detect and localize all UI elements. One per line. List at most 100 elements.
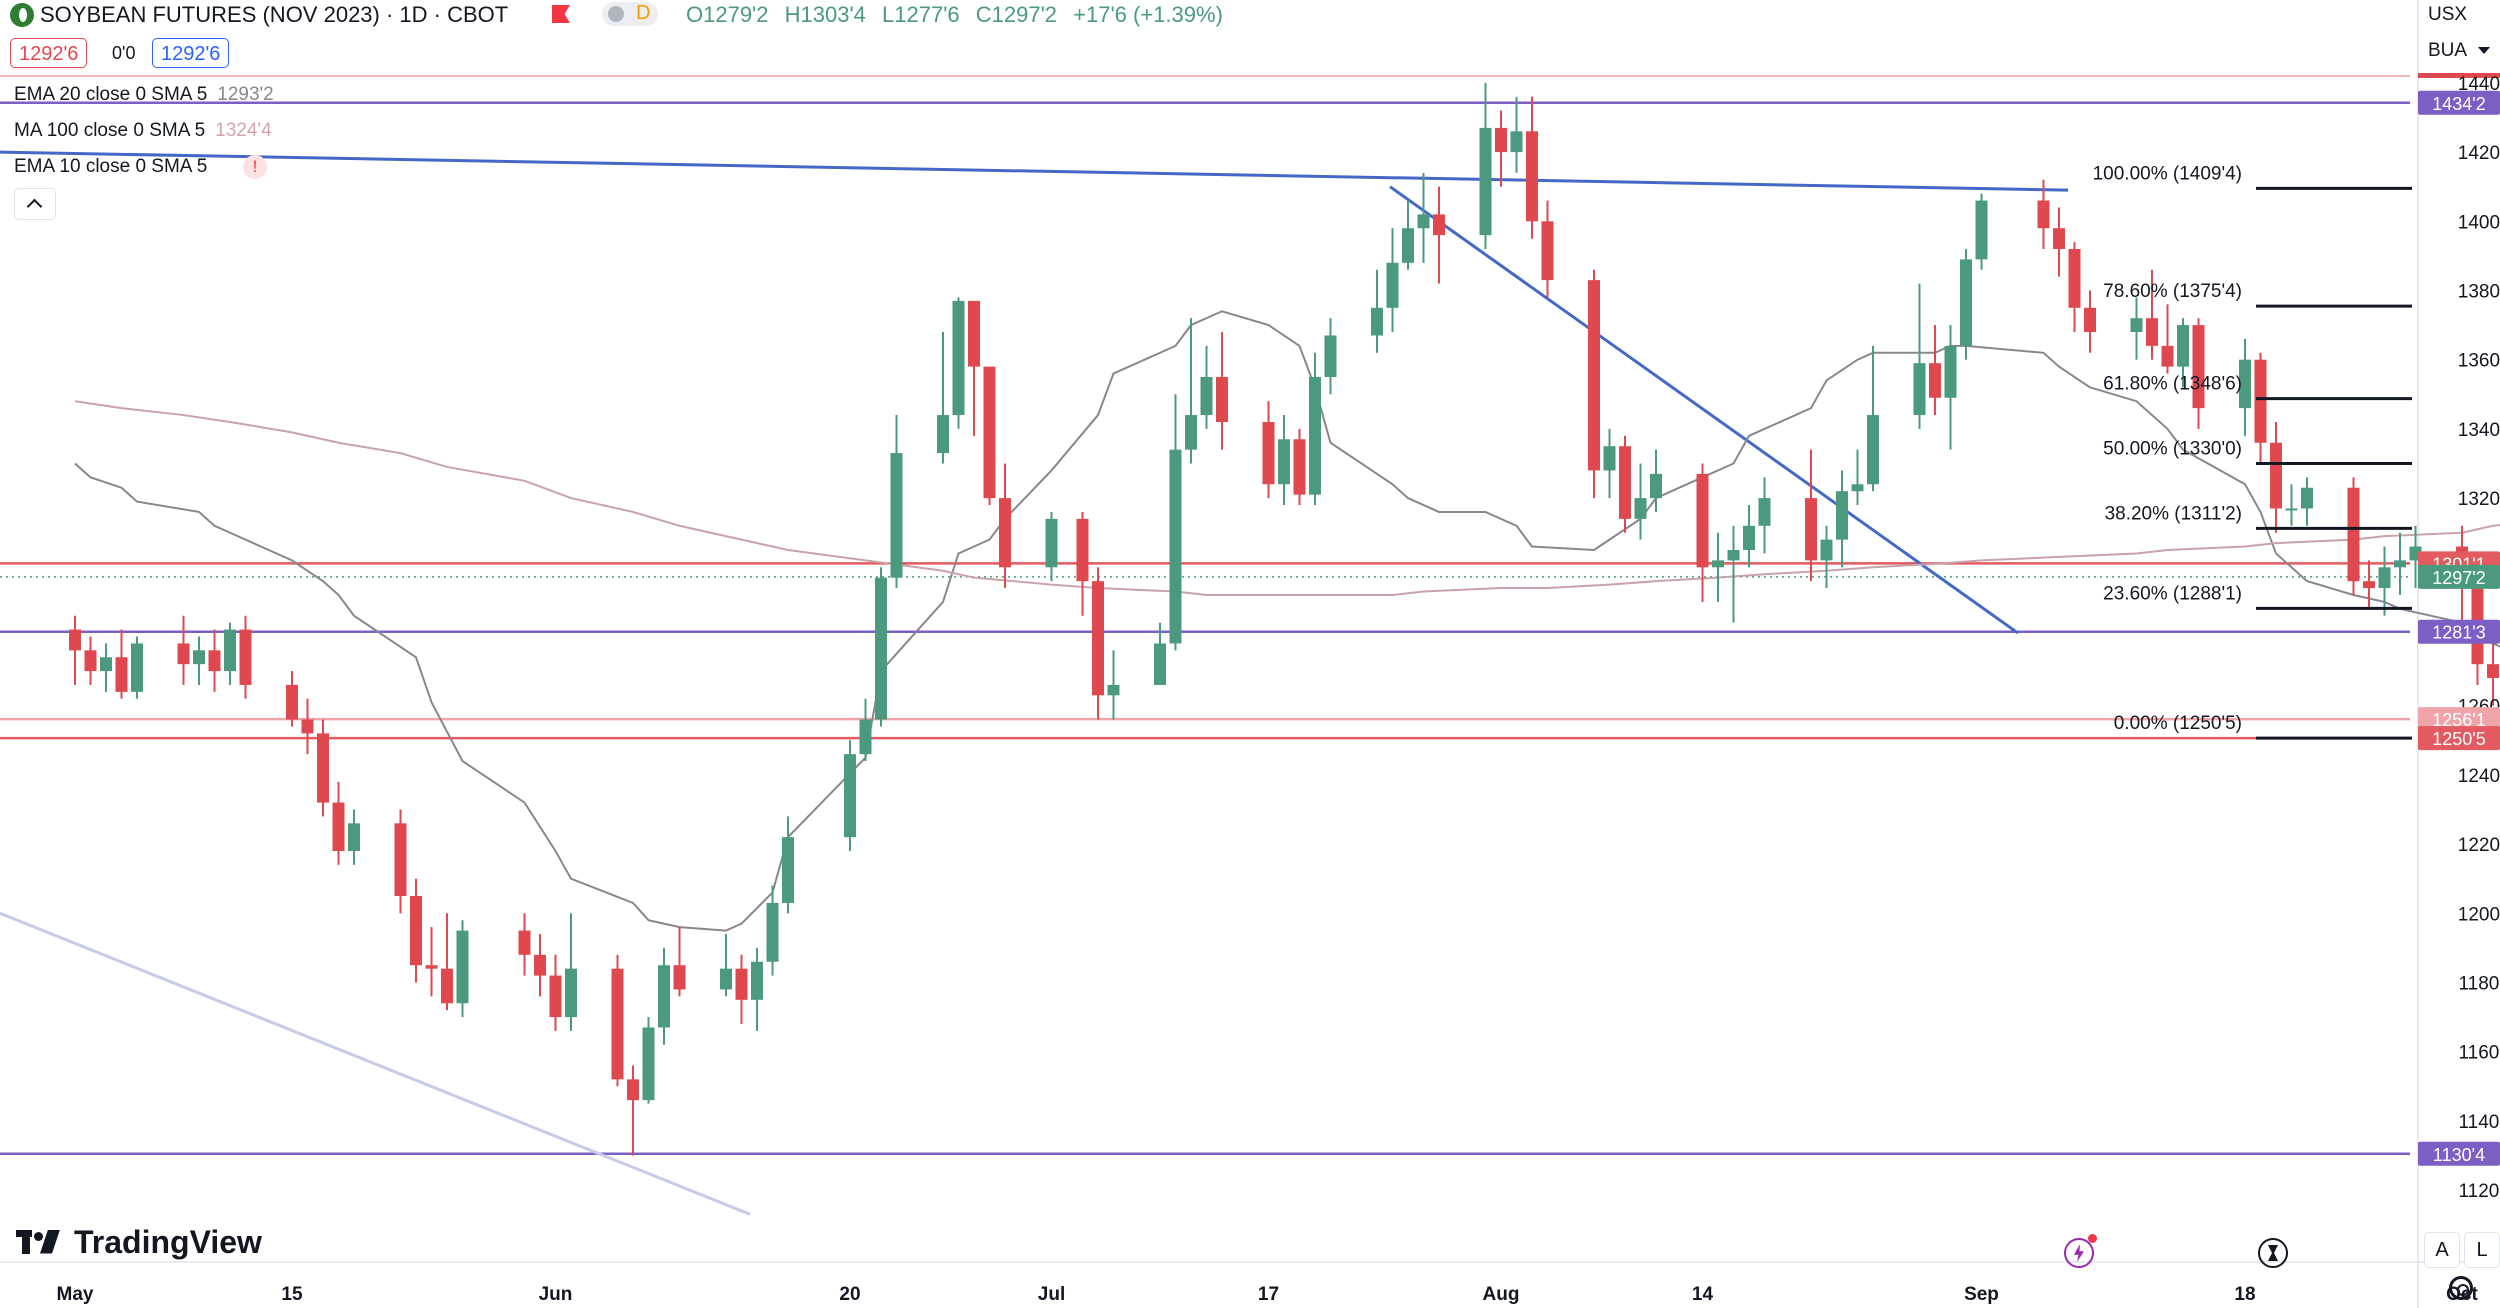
candle-body[interactable] (2363, 581, 2375, 589)
candle-body[interactable] (1092, 581, 1104, 696)
candle-body[interactable] (456, 930, 469, 1004)
candle-body[interactable] (2130, 318, 2143, 333)
candle-body[interactable] (534, 954, 546, 976)
candle-body[interactable] (518, 930, 531, 955)
candle-body[interactable] (2192, 325, 2205, 409)
indicator-ema10[interactable]: EMA 10 close 0 SMA 5 (14, 156, 207, 178)
candle-body[interactable] (286, 684, 298, 720)
candle-body[interactable] (410, 896, 422, 966)
candle-body[interactable] (2161, 345, 2174, 367)
candle-body[interactable] (1417, 214, 1430, 229)
candle-body[interactable] (1371, 307, 1383, 336)
candle-body[interactable] (2270, 442, 2282, 509)
candle-body[interactable] (69, 629, 81, 651)
auto-scale-button[interactable]: A (2424, 1232, 2460, 1268)
candle-body[interactable] (1619, 446, 1631, 519)
candle-body[interactable] (1929, 363, 1941, 398)
log-scale-button[interactable]: L (2464, 1232, 2500, 1268)
candle-body[interactable] (844, 754, 856, 838)
warning-icon[interactable]: ! (243, 155, 267, 179)
candle-body[interactable] (627, 1079, 639, 1101)
candle-body[interactable] (1851, 484, 1864, 492)
candle-body[interactable] (1805, 498, 1817, 561)
candle-body[interactable] (2285, 508, 2298, 511)
flash-icon[interactable] (2064, 1238, 2094, 1268)
candle-body[interactable] (1386, 262, 1399, 308)
candle-body[interactable] (1650, 473, 1662, 499)
candle-body[interactable] (1278, 439, 1290, 485)
candle-body[interactable] (1200, 377, 1213, 416)
candle-body[interactable] (999, 498, 1011, 568)
candle-body[interactable] (952, 300, 965, 416)
candle-body[interactable] (1634, 498, 1647, 519)
candle-body[interactable] (673, 965, 686, 990)
candle-body[interactable] (100, 657, 112, 672)
candle-body[interactable] (239, 629, 252, 685)
candle-body[interactable] (875, 577, 887, 720)
candle-body[interactable] (658, 965, 670, 1028)
candle-body[interactable] (2053, 228, 2065, 249)
candle-body[interactable] (1076, 518, 1089, 582)
candle-body[interactable] (983, 366, 996, 499)
candle-body[interactable] (1758, 498, 1771, 526)
candle-body[interactable] (332, 802, 345, 852)
candle-body[interactable] (782, 837, 794, 903)
candle-body[interactable] (1107, 684, 1120, 696)
candle-body[interactable] (766, 902, 779, 962)
candle-body[interactable] (1944, 345, 1957, 398)
indicator-ma100[interactable]: MA 100 close 0 SMA 5 1324'4 (14, 120, 272, 142)
candle-body[interactable] (1867, 415, 1879, 485)
candle-body[interactable] (1960, 259, 1972, 346)
candle-body[interactable] (1309, 377, 1321, 495)
candle-body[interactable] (2068, 248, 2081, 308)
candle-body[interactable] (1262, 421, 1275, 485)
candle-body[interactable] (1913, 363, 1926, 416)
candle-body[interactable] (2037, 200, 2050, 229)
candle-body[interactable] (1541, 221, 1554, 281)
trend-line[interactable] (0, 911, 751, 1216)
tradingview-logo[interactable]: TradingView (16, 1224, 262, 1261)
candle-body[interactable] (751, 961, 763, 1000)
candle-body[interactable] (2347, 487, 2360, 582)
candle-body[interactable] (2254, 359, 2267, 443)
candle-body[interactable] (1154, 643, 1166, 685)
candle-body[interactable] (131, 643, 143, 692)
collapse-indicators-button[interactable] (14, 188, 56, 220)
candle-body[interactable] (1603, 446, 1616, 471)
candle-body[interactable] (2146, 318, 2158, 346)
candle-body[interactable] (1975, 200, 1988, 260)
candle-body[interactable] (720, 968, 732, 990)
candle-body[interactable] (1402, 228, 1414, 263)
indicator-ema20[interactable]: EMA 20 close 0 SMA 5 1293'2 (14, 84, 274, 106)
candle-body[interactable] (394, 823, 407, 896)
candle-body[interactable] (425, 965, 438, 969)
candle-body[interactable] (1820, 539, 1833, 561)
buy-price-button[interactable]: 1292'6 (152, 38, 230, 68)
candle-body[interactable] (2394, 560, 2406, 568)
trend-line[interactable] (0, 150, 2069, 192)
candle-body[interactable] (1495, 127, 1507, 153)
candle-body[interactable] (1169, 449, 1182, 644)
candle-body[interactable] (224, 629, 236, 672)
gear-icon[interactable] (2449, 1276, 2473, 1300)
candle-body[interactable] (208, 650, 221, 672)
candle-body[interactable] (642, 1027, 655, 1101)
candle-body[interactable] (2177, 325, 2189, 367)
symbol-title[interactable]: SOYBEAN FUTURES (NOV 2023) · 1D · CBOT (40, 2, 509, 27)
candle-body[interactable] (968, 300, 980, 367)
candle-body[interactable] (611, 968, 624, 1080)
candle-body[interactable] (2239, 359, 2251, 409)
candle-body[interactable] (1185, 415, 1197, 450)
candle-body[interactable] (348, 823, 360, 852)
unit-selector[interactable]: BUA (2428, 40, 2468, 61)
candle-body[interactable] (2084, 307, 2096, 333)
candle-body[interactable] (193, 650, 205, 665)
candle-body[interactable] (2378, 567, 2391, 589)
flag-icon[interactable] (552, 5, 570, 23)
candle-body[interactable] (937, 415, 949, 454)
candle-body[interactable] (1526, 131, 1538, 222)
candle-body[interactable] (735, 968, 748, 1000)
candle-body[interactable] (890, 453, 903, 578)
chevron-down-icon[interactable] (2478, 47, 2490, 54)
